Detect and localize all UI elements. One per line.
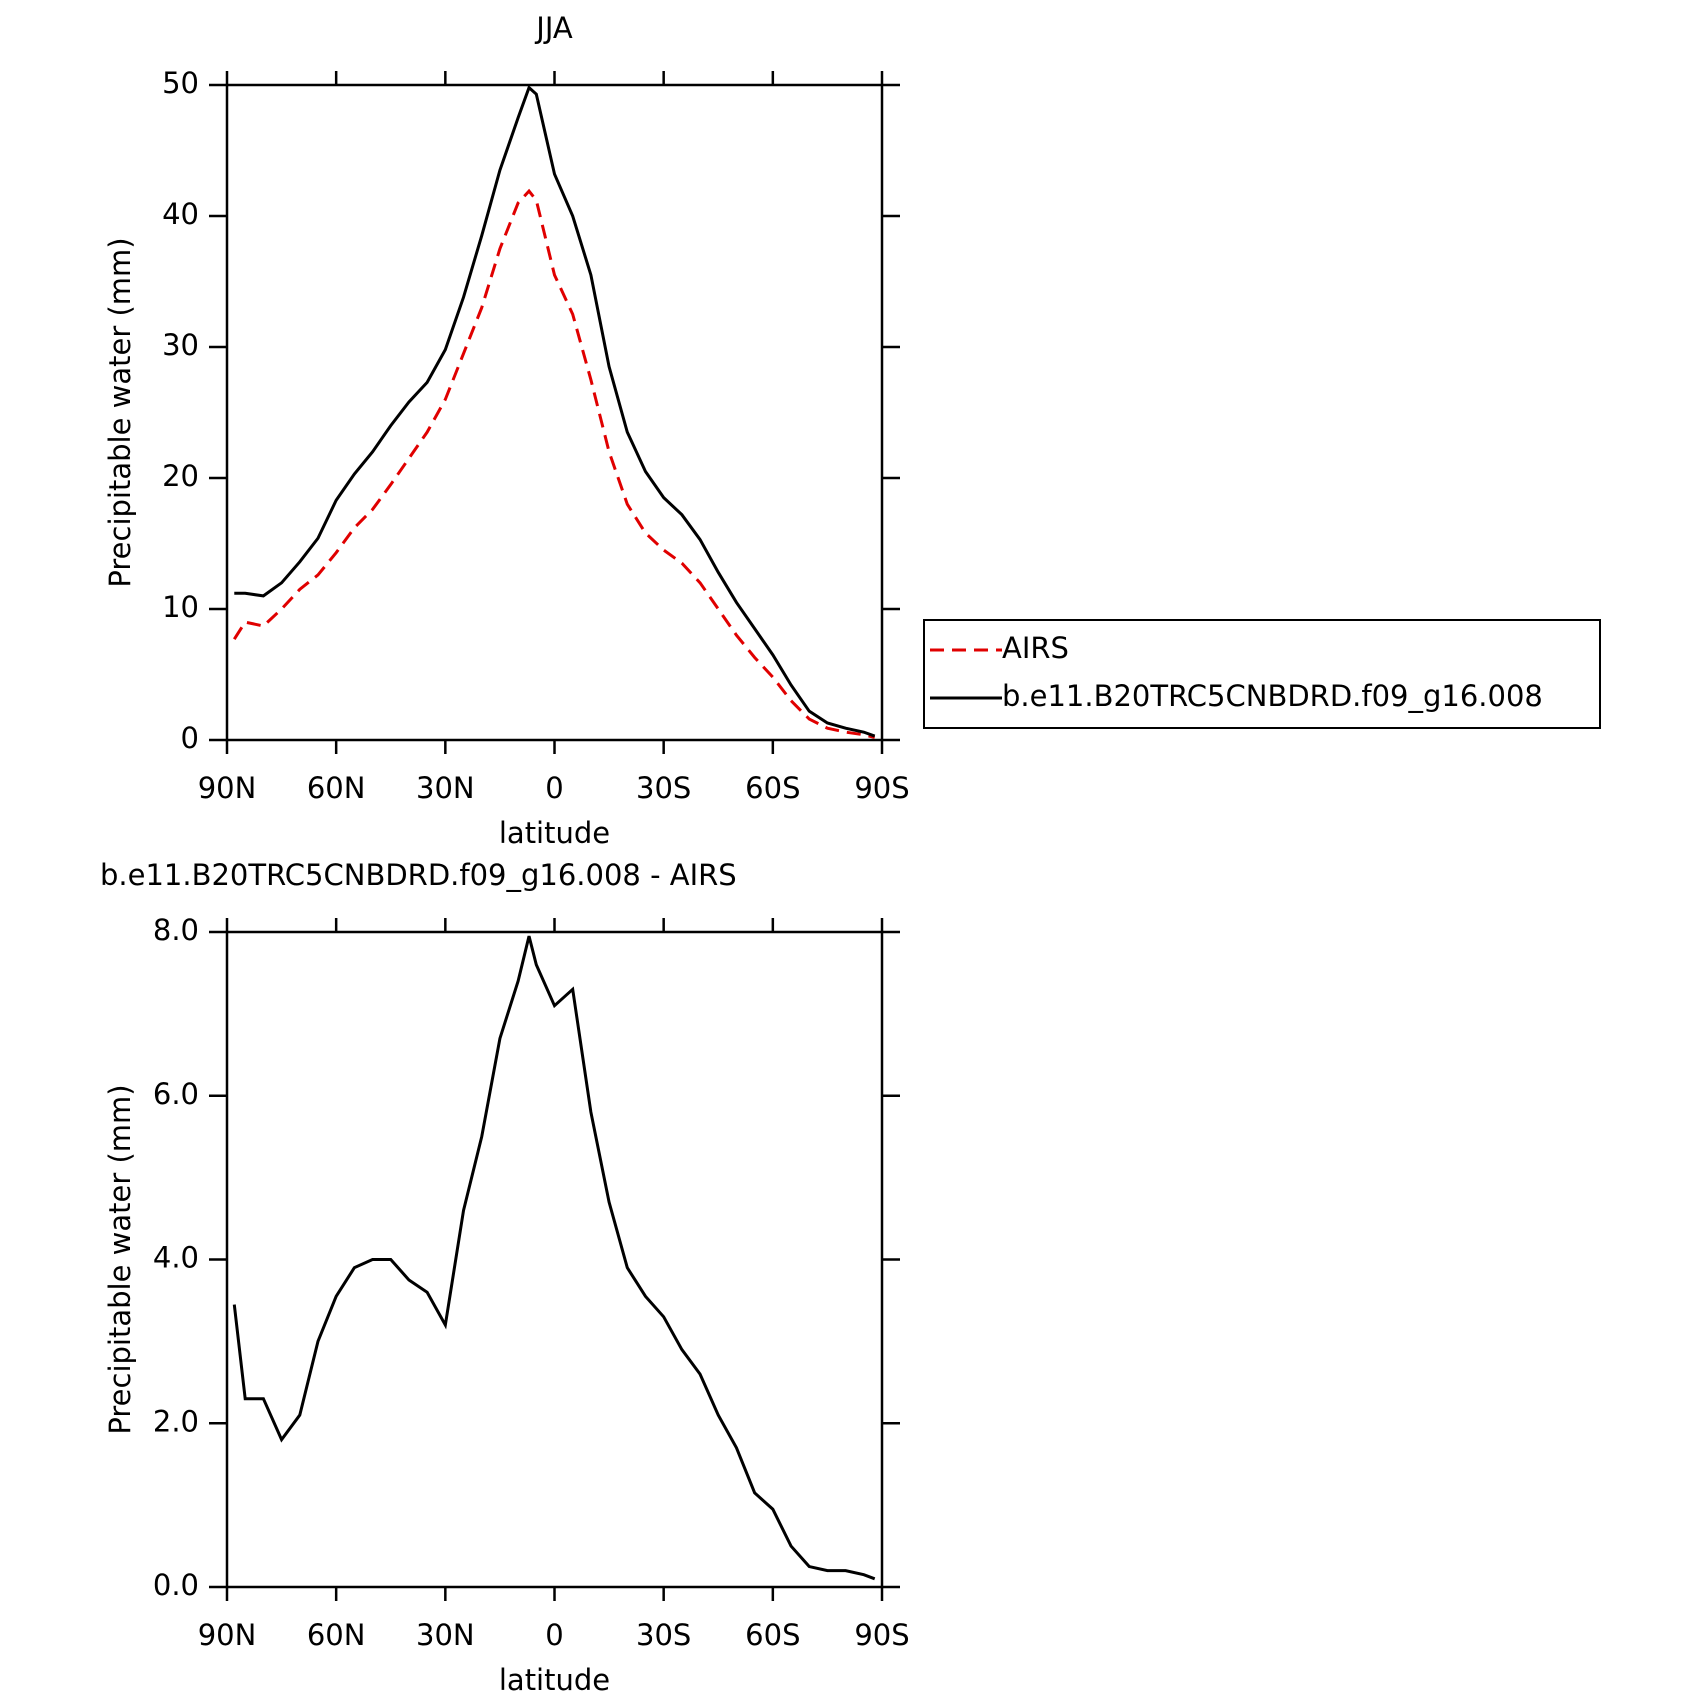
plot-frame [225,930,884,1589]
y-axis-label: Precipitable water (mm) [103,1084,137,1434]
y-tick-label: 4.0 [153,1241,199,1275]
x-axis-label: latitude [499,816,610,850]
x-tick-label: 90S [854,771,909,805]
x-tick-label: 90N [198,771,257,805]
y-tick-label: 10 [162,590,199,624]
x-tick-label: 30N [416,1618,475,1652]
plot-frame [225,83,884,742]
x-tick-label: 30N [416,771,475,805]
x-tick-label: 0 [545,1618,563,1652]
legend-label: AIRS [1002,631,1069,665]
y-tick-label: 2.0 [153,1404,199,1438]
y-tick-label: 40 [162,197,199,231]
chart-title: b.e11.B20TRC5CNBDRD.f09_g16.008 - AIRS [100,858,737,892]
x-tick-label: 90S [854,1618,909,1652]
y-tick-label: 0.0 [153,1568,199,1602]
x-tick-label: 0 [545,771,563,805]
series-line [233,188,876,739]
y-tick-label: 50 [162,66,199,100]
x-tick-label: 60S [745,1618,800,1652]
y-tick-label: 20 [162,459,199,493]
chart-title: JJA [534,11,573,45]
x-axis-label: latitude [499,1663,610,1697]
x-tick-label: 60N [307,771,366,805]
series-line [232,935,876,1581]
x-tick-label: 30S [636,771,691,805]
series-line [234,85,876,738]
y-axis-label: Precipitable water (mm) [103,237,137,587]
legend-label: b.e11.B20TRC5CNBDRD.f09_g16.008 [1002,679,1543,713]
x-tick-label: 60S [745,771,800,805]
x-tick-label: 30S [636,1618,691,1652]
y-tick-label: 6.0 [153,1077,199,1111]
x-tick-label: 90N [198,1618,257,1652]
y-tick-label: 8.0 [153,913,199,947]
legend-box [923,619,1601,729]
y-tick-label: 30 [162,328,199,362]
y-tick-label: 0 [181,721,199,755]
x-tick-label: 60N [307,1618,366,1652]
